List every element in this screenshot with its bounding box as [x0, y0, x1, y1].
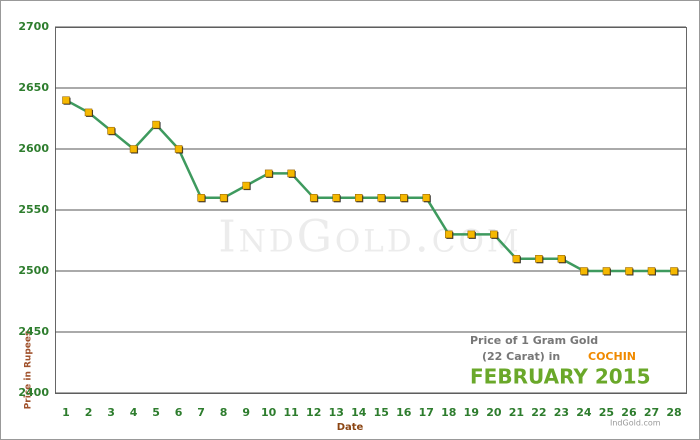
x-tick-label: 27	[644, 406, 659, 419]
price-line	[65, 99, 674, 273]
marker	[309, 194, 318, 202]
marker	[84, 108, 93, 117]
x-tick-label: 24	[576, 406, 592, 419]
x-tick-label: 19	[464, 406, 479, 419]
y-tick-label: 2500	[18, 264, 49, 277]
y-tick-label: 2650	[18, 81, 49, 94]
marker	[174, 145, 183, 153]
x-tick-label: 5	[152, 406, 160, 419]
marker	[332, 194, 340, 202]
marker	[107, 126, 115, 135]
y-axis-label: Price in Rupees	[24, 331, 34, 410]
x-tick-label: 8	[220, 406, 228, 419]
marker	[62, 96, 70, 104]
x-tick-label: 23	[554, 406, 569, 419]
marker	[152, 120, 160, 129]
marker	[625, 267, 633, 275]
x-tick-label: 16	[396, 406, 412, 419]
x-tick-label: 4	[130, 406, 138, 419]
marker	[535, 255, 543, 263]
marker	[422, 194, 431, 202]
y-tick-label: 2600	[18, 142, 49, 155]
marker	[670, 267, 678, 275]
marker	[242, 181, 250, 190]
marker	[287, 169, 295, 178]
city: COCHIN	[588, 350, 636, 363]
period: FEBRUARY 2015	[470, 365, 651, 389]
marker	[400, 194, 408, 202]
x-tick-label: 10	[261, 406, 277, 419]
x-tick-label: 17	[419, 406, 434, 419]
y-tick-label: 2550	[18, 203, 49, 216]
x-tick-label: 11	[284, 406, 299, 419]
marker	[647, 267, 656, 275]
x-tick-label: 14	[351, 406, 367, 419]
x-tick-label: 12	[306, 406, 321, 419]
x-axis-label: Date	[337, 422, 364, 433]
credit: IndGold.com	[610, 419, 661, 428]
marker	[602, 267, 611, 275]
x-tick-label: 2	[85, 406, 93, 419]
caption-line1: Price of 1 Gram Gold	[470, 334, 598, 347]
x-tick-label: 21	[509, 406, 524, 419]
marker	[377, 194, 386, 202]
marker	[512, 255, 521, 263]
x-tick-label: 15	[374, 406, 389, 419]
x-tick-label: 20	[486, 406, 502, 419]
x-tick-label: 7	[197, 406, 205, 419]
x-tick-label: 13	[329, 406, 344, 419]
x-tick-label: 18	[441, 406, 456, 419]
x-tick-label: 1	[62, 406, 70, 419]
x-tick-label: 25	[599, 406, 614, 419]
watermark: IndGold.com	[218, 212, 521, 263]
caption-line2: (22 Carat) in	[482, 350, 560, 363]
marker	[580, 267, 588, 275]
y-tick-label: 2400	[18, 386, 49, 399]
marker	[129, 145, 138, 153]
x-tick-label: 28	[666, 406, 681, 419]
marker	[445, 230, 453, 239]
x-tick-label: 26	[621, 406, 637, 419]
marker	[490, 230, 498, 239]
marker	[197, 194, 205, 202]
x-tick-label: 6	[175, 406, 183, 419]
marker	[219, 194, 228, 202]
y-tick-label: 2450	[18, 325, 49, 338]
marker	[264, 169, 273, 178]
marker	[467, 230, 476, 239]
x-tick-label: 3	[107, 406, 115, 419]
marker	[354, 194, 363, 202]
y-tick-label: 2700	[18, 20, 49, 33]
x-tick-label: 22	[531, 406, 546, 419]
x-tick-label: 9	[242, 406, 250, 419]
marker	[557, 255, 566, 263]
